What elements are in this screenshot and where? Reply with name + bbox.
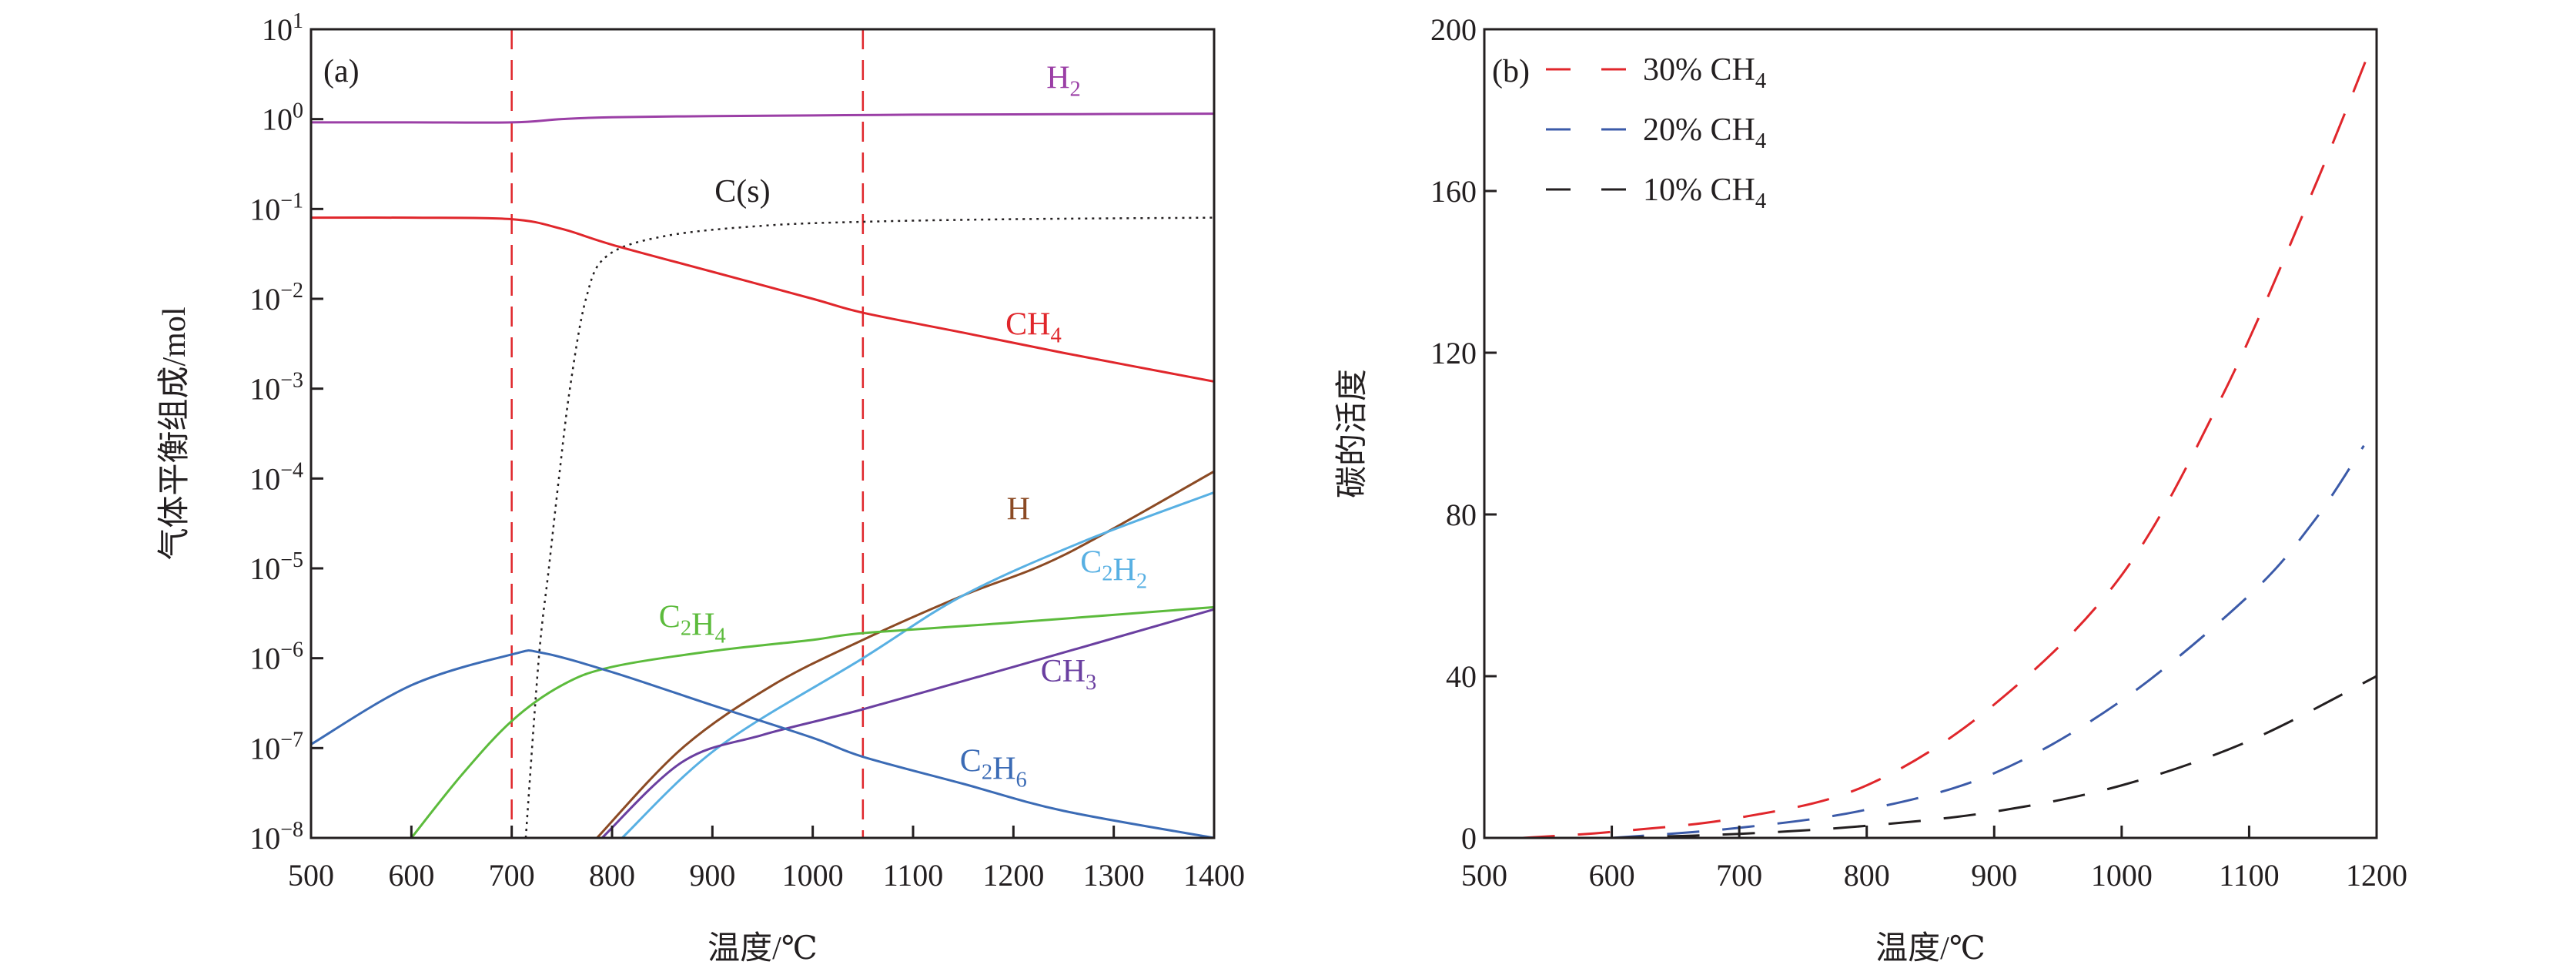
y-tick-label: 0: [1461, 821, 1477, 856]
x-tick-label: 700: [489, 858, 535, 893]
x-tick-label: 700: [1716, 858, 1762, 893]
series-line-20-ch4: [1611, 444, 2365, 839]
series-line-ch4: [311, 216, 1214, 383]
x-tick-label: 500: [1461, 858, 1507, 893]
x-axis-title-b: 温度/℃: [1875, 931, 1986, 967]
x-tick-label: 800: [589, 858, 635, 893]
series-label-ch3: CH3: [1041, 654, 1097, 695]
series-line-10-ch4: [1611, 675, 2377, 839]
legend-label: 10% CH4: [1643, 173, 1766, 213]
y-tick-label: 100: [262, 99, 303, 137]
x-tick-label: 1100: [883, 858, 944, 893]
legend-item: 30% CH4: [1546, 52, 1766, 93]
series-line-cs: [524, 216, 1214, 838]
y-tick-label: 120: [1430, 336, 1477, 370]
legend: 30% CH4 20% CH4 10% CH4: [1546, 52, 1766, 213]
panel-label-a: (a): [323, 54, 360, 89]
y-tick-label: 10−2: [249, 279, 303, 317]
series-line-c2h2: [621, 491, 1214, 838]
series-line-c2h4: [410, 605, 1214, 838]
y-tick-label: 10−5: [249, 548, 303, 586]
y-tick-label: 40: [1446, 659, 1477, 694]
y-tick-label: 10−6: [249, 638, 303, 676]
series-line-c2h6: [311, 649, 1214, 838]
series-line-30-ch4: [1522, 49, 2372, 839]
legend-item: 20% CH4: [1546, 112, 1766, 153]
series-line-h: [596, 470, 1214, 838]
x-tick-label: 900: [689, 858, 735, 893]
y-tick-label: 101: [262, 9, 303, 47]
x-tick-label: 1000: [782, 858, 844, 893]
series-line-ch3: [601, 608, 1214, 838]
series-label-c2h2: C2H2: [1080, 544, 1147, 593]
x-tick-label: 1200: [982, 858, 1044, 893]
series-line-h2: [311, 112, 1214, 124]
y-tick-label: 10−8: [249, 818, 303, 856]
series-label-h2: H2: [1046, 61, 1081, 102]
x-tick-label: 600: [1589, 858, 1635, 893]
x-tick-label: 500: [288, 858, 334, 893]
panel-label-b: (b): [1492, 54, 1530, 89]
legend-label: 30% CH4: [1643, 52, 1766, 93]
series-label-ch4: CH4: [1005, 307, 1062, 347]
plot-frame-b: [1483, 28, 2378, 839]
x-tick-label: 600: [388, 858, 434, 893]
y-axis-title-b: 碳的活度: [1335, 369, 1370, 498]
y-tick-label: 200: [1430, 12, 1477, 47]
plot-frame-a: [309, 28, 1216, 839]
series-label-h: H: [1007, 492, 1030, 528]
panel-b-carbon-activity: 500 600 700 800 900 1000 1100 1200 0 40 80 120 160 20…: [1335, 12, 2407, 967]
x-tick-label: 1000: [2091, 858, 2153, 893]
x-tick-label: 1100: [2219, 858, 2280, 893]
y-tick-label: 10−1: [249, 189, 303, 226]
panel-a-equilibrium-composition: 500 600 700 800 900 1000 1100 1200 1300 1400 10−8 1…: [157, 9, 1245, 967]
y-tick-label: 160: [1430, 174, 1477, 209]
series-label-c2h6: C2H6: [960, 744, 1027, 792]
legend-label: 20% CH4: [1643, 112, 1766, 153]
x-tick-label: 1200: [2346, 858, 2407, 893]
series-label-cs: C(s): [714, 174, 770, 209]
x-tick-label: 900: [1971, 858, 2017, 893]
legend-item: 10% CH4: [1546, 173, 1766, 213]
y-axis-title-a: 气体平衡组成/mol: [157, 307, 192, 560]
y-tick-label: 10−4: [249, 458, 303, 496]
y-tick-label: 10−7: [249, 728, 303, 766]
series-label-c2h4: C2H4: [659, 600, 726, 648]
x-tick-label: 800: [1844, 858, 1890, 893]
x-tick-label: 1400: [1183, 858, 1245, 893]
y-tick-label: 80: [1446, 498, 1477, 532]
y-tick-label: 10−3: [249, 369, 303, 407]
x-axis-title-a: 温度/℃: [708, 931, 818, 967]
x-tick-label: 1300: [1083, 858, 1145, 893]
